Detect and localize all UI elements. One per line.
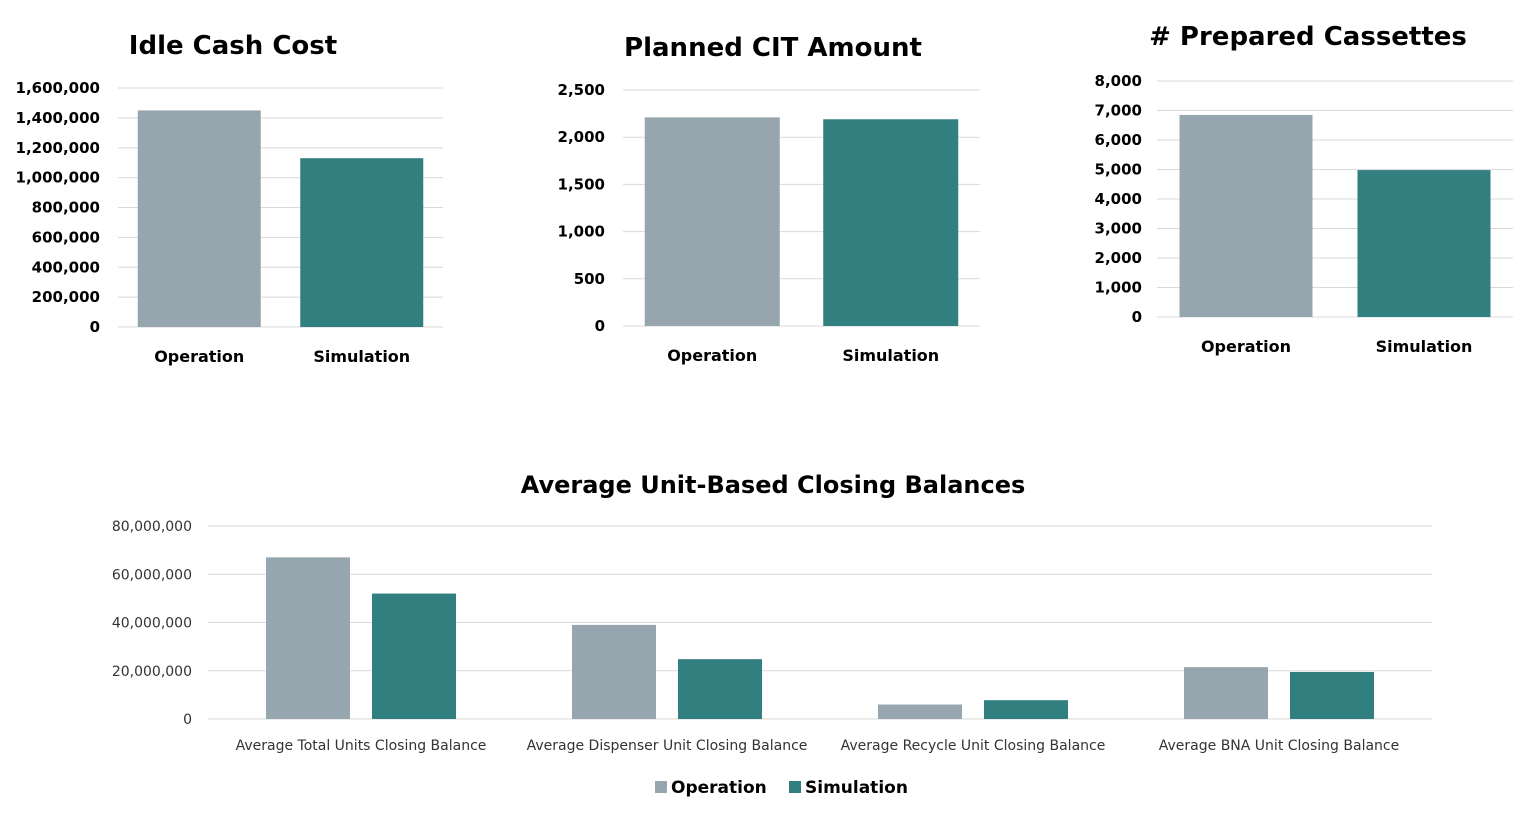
y-tick-label: 1,200,000 bbox=[16, 139, 100, 157]
y-tick-label: 1,500 bbox=[558, 175, 605, 193]
bar-operation bbox=[878, 704, 962, 719]
x-category-label: Average BNA Unit Closing Balance bbox=[1159, 738, 1399, 754]
planned-cit-amount-chart: Planned CIT Amount 0 500 1,000 1,500 2,000 2,5… bbox=[558, 33, 980, 365]
idle-cash-cost-chart: Idle Cash Cost 0 200,000 400,000 600,000 800,… bbox=[16, 31, 443, 366]
x-category-label: Average Recycle Unit Closing Balance bbox=[841, 738, 1106, 754]
prepared-cassettes-chart: # Prepared Cassettes 0 1,000 2,000 3,000 4,00… bbox=[1095, 22, 1513, 356]
chart-title: Planned CIT Amount bbox=[624, 33, 922, 63]
bar-operation bbox=[266, 557, 350, 719]
y-tick-label: 5,000 bbox=[1095, 161, 1142, 179]
y-tick-label: 40,000,000 bbox=[112, 616, 192, 632]
bar-simulation bbox=[984, 700, 1068, 719]
y-tick-label: 0 bbox=[595, 317, 605, 335]
y-tick-label: 800,000 bbox=[32, 199, 100, 217]
y-tick-label: 1,000 bbox=[558, 223, 605, 241]
bar-simulation bbox=[1290, 671, 1374, 719]
y-tick-label: 1,000 bbox=[1095, 279, 1142, 297]
y-tick-label: 60,000,000 bbox=[112, 567, 192, 583]
x-category-label: Simulation bbox=[842, 346, 939, 365]
y-tick-label: 7,000 bbox=[1095, 102, 1142, 120]
y-tick-label: 3,000 bbox=[1095, 220, 1142, 238]
bar-operation bbox=[1184, 667, 1268, 719]
x-category-label: Operation bbox=[667, 346, 757, 365]
y-tick-label: 400,000 bbox=[32, 258, 100, 276]
y-tick-label: 0 bbox=[183, 712, 192, 728]
y-tick-label: 6,000 bbox=[1095, 131, 1142, 149]
legend-label-operation: Operation bbox=[671, 778, 767, 798]
y-tick-label: 1,600,000 bbox=[16, 79, 100, 97]
bar-operation bbox=[644, 117, 780, 326]
legend-swatch-operation bbox=[655, 781, 667, 793]
closing-balances-chart: Average Unit-Based Closing Balances 0 20,0… bbox=[112, 471, 1432, 798]
legend-label-simulation: Simulation bbox=[805, 778, 908, 798]
y-tick-label: 4,000 bbox=[1095, 190, 1142, 208]
x-category-label: Operation bbox=[154, 347, 244, 366]
bar-operation bbox=[1179, 114, 1313, 317]
chart-title: # Prepared Cassettes bbox=[1149, 22, 1467, 52]
bar-simulation bbox=[678, 659, 762, 719]
y-tick-label: 2,500 bbox=[558, 81, 605, 99]
bar-simulation bbox=[1357, 170, 1491, 317]
chart-title: Idle Cash Cost bbox=[129, 31, 337, 61]
bar-operation bbox=[137, 110, 261, 327]
bar-simulation bbox=[300, 158, 424, 327]
x-category-label: Average Dispenser Unit Closing Balance bbox=[527, 738, 808, 754]
bar-operation bbox=[572, 624, 656, 719]
x-category-label: Operation bbox=[1201, 337, 1291, 356]
bar-simulation bbox=[372, 593, 456, 719]
x-category-label: Simulation bbox=[313, 347, 410, 366]
legend-swatch-simulation bbox=[789, 781, 801, 793]
y-tick-label: 1,400,000 bbox=[16, 109, 100, 127]
y-tick-label: 0 bbox=[1132, 308, 1142, 326]
y-tick-label: 0 bbox=[90, 318, 100, 336]
x-category-label: Simulation bbox=[1376, 337, 1473, 356]
y-tick-label: 2,000 bbox=[558, 128, 605, 146]
chart-title: Average Unit-Based Closing Balances bbox=[521, 471, 1026, 499]
y-tick-label: 2,000 bbox=[1095, 249, 1142, 267]
y-tick-label: 600,000 bbox=[32, 228, 100, 246]
y-tick-label: 8,000 bbox=[1095, 72, 1142, 90]
y-tick-label: 1,000,000 bbox=[16, 169, 100, 187]
bar-simulation bbox=[823, 119, 959, 326]
y-tick-label: 200,000 bbox=[32, 288, 100, 306]
x-category-label: Average Total Units Closing Balance bbox=[236, 738, 487, 754]
y-tick-label: 500 bbox=[574, 270, 605, 288]
y-tick-label: 80,000,000 bbox=[112, 519, 192, 535]
y-tick-label: 20,000,000 bbox=[112, 664, 192, 680]
